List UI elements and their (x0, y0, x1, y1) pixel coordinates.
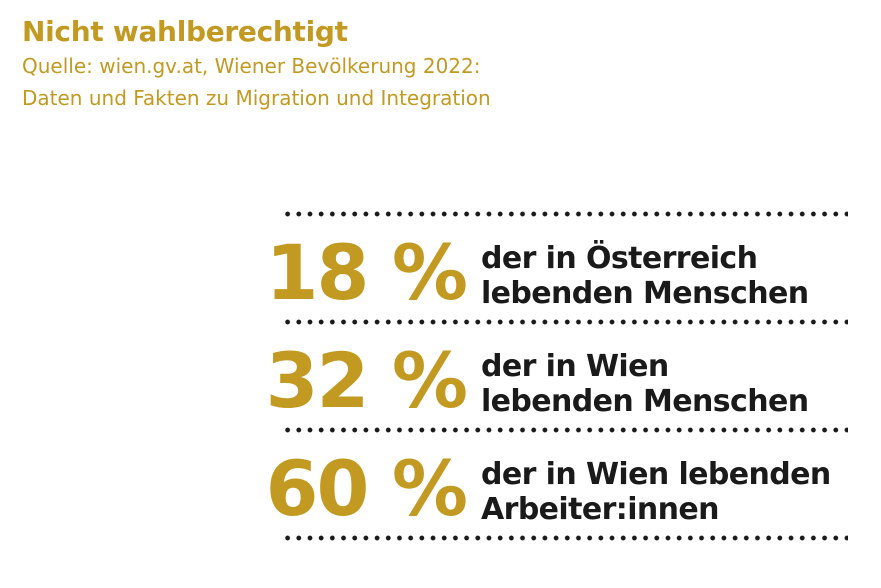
stat-description: der in Österreich lebenden Menschen (481, 241, 809, 311)
stat-percentage: 32 % (265, 336, 468, 425)
stat-description-line-2: Arbeiter:innen (481, 492, 720, 527)
header: Nicht wahlberechtigt Quelle: wien.gv.at,… (22, 14, 862, 114)
dotted-divider (282, 319, 848, 325)
stat-description-line-2: lebenden Menschen (481, 384, 809, 419)
stats-table: 18 % der in Österreich lebenden Menschen… (266, 211, 848, 541)
stat-row: 18 % der in Österreich lebenden Menschen (266, 217, 848, 319)
source-line-2: Daten und Fakten zu Migration und Integr… (22, 86, 491, 110)
dotted-divider (282, 427, 848, 433)
stat-description: der in Wien lebenden Menschen (481, 349, 809, 419)
stat-row: 60 % der in Wien lebenden Arbeiter:innen (266, 433, 848, 535)
stat-description: der in Wien lebenden Arbeiter:innen (481, 457, 831, 527)
stat-percentage: 60 % (265, 444, 468, 533)
stat-description-line-1: der in Wien lebenden (481, 457, 831, 492)
stat-description-line-1: der in Österreich (481, 241, 758, 276)
stat-description-line-1: der in Wien (481, 349, 669, 384)
source-line-1: Quelle: wien.gv.at, Wiener Bevölkerung 2… (22, 54, 481, 78)
dotted-divider (282, 535, 848, 541)
stat-row: 32 % der in Wien lebenden Menschen (266, 325, 848, 427)
stat-percentage: 18 % (265, 228, 468, 317)
page-title: Nicht wahlberechtigt (22, 15, 348, 48)
dotted-divider (282, 211, 848, 217)
stat-description-line-2: lebenden Menschen (481, 276, 809, 311)
